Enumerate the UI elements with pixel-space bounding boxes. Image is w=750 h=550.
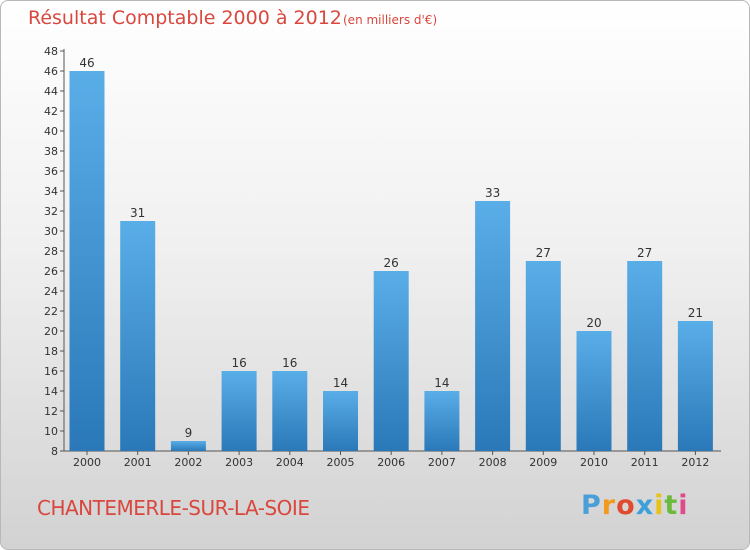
bar-2002 bbox=[170, 441, 206, 451]
data-label: 27 bbox=[536, 246, 551, 260]
data-label: 14 bbox=[434, 376, 449, 390]
x-tick-label: 2000 bbox=[73, 456, 101, 469]
bar-2009 bbox=[525, 261, 561, 451]
x-tick-label: 2005 bbox=[327, 456, 355, 469]
data-label: 33 bbox=[485, 186, 500, 200]
y-tick-label: 10 bbox=[44, 425, 58, 438]
x-tick-label: 2001 bbox=[124, 456, 152, 469]
chart-title: Résultat Comptable 2000 à 2012 bbox=[28, 7, 342, 29]
logo-letter: t bbox=[664, 490, 679, 521]
bar-2006 bbox=[373, 271, 409, 451]
y-tick-label: 38 bbox=[44, 145, 58, 158]
y-tick-label: 12 bbox=[44, 405, 58, 418]
data-label: 14 bbox=[333, 376, 348, 390]
logo-letter: r bbox=[601, 490, 617, 521]
y-tick-label: 18 bbox=[44, 345, 58, 358]
x-tick-label: 2004 bbox=[276, 456, 304, 469]
proxiti-logo: Proxiti bbox=[581, 490, 689, 521]
y-tick-label: 14 bbox=[44, 385, 58, 398]
y-tick-label: 26 bbox=[44, 265, 58, 278]
y-tick-label: 32 bbox=[44, 205, 58, 218]
bar-2001 bbox=[120, 221, 156, 451]
y-tick-label: 22 bbox=[44, 305, 58, 318]
x-tick-label: 2012 bbox=[681, 456, 709, 469]
chart-bars bbox=[69, 71, 713, 451]
y-tick-label: 30 bbox=[44, 225, 58, 238]
y-tick-label: 48 bbox=[44, 45, 58, 58]
y-tick-label: 40 bbox=[44, 125, 58, 138]
data-label: 26 bbox=[384, 256, 399, 270]
logo-letter: P bbox=[581, 490, 602, 521]
x-tick-label: 2009 bbox=[529, 456, 557, 469]
y-tick-label: 36 bbox=[44, 165, 58, 178]
y-tick-label: 44 bbox=[44, 85, 58, 98]
data-label: 9 bbox=[185, 426, 193, 440]
bar-2004 bbox=[272, 371, 308, 451]
data-label: 16 bbox=[231, 356, 246, 370]
y-tick-label: 46 bbox=[44, 65, 58, 78]
data-label: 20 bbox=[586, 316, 601, 330]
x-tick-label: 2008 bbox=[479, 456, 507, 469]
logo-letter: i bbox=[654, 490, 665, 521]
x-tick-label: 2011 bbox=[631, 456, 659, 469]
bar-2003 bbox=[221, 371, 257, 451]
bar-2007 bbox=[424, 391, 460, 451]
y-tick-label: 20 bbox=[44, 325, 58, 338]
bar-2011 bbox=[627, 261, 663, 451]
x-tick-label: 2010 bbox=[580, 456, 608, 469]
logo-letter: o bbox=[616, 490, 636, 521]
bar-2010 bbox=[576, 331, 612, 451]
data-label: 46 bbox=[79, 56, 94, 70]
data-label: 21 bbox=[688, 306, 703, 320]
bar-2008 bbox=[475, 201, 511, 451]
x-tick-label: 2002 bbox=[174, 456, 202, 469]
y-tick-label: 8 bbox=[51, 445, 58, 458]
data-label: 27 bbox=[637, 246, 652, 260]
chart-data-labels: 46 31 9 16 16 14 26 14 33 27 20 27 21 bbox=[79, 56, 703, 440]
data-label: 16 bbox=[282, 356, 297, 370]
y-tick-label: 24 bbox=[44, 285, 58, 298]
chart-subtitle: (en milliers d'€) bbox=[343, 13, 438, 27]
y-tick-label: 28 bbox=[44, 245, 58, 258]
bar-2000 bbox=[69, 71, 105, 451]
bar-2012 bbox=[677, 321, 713, 451]
x-tick-label: 2003 bbox=[225, 456, 253, 469]
commune-name: CHANTEMERLE-SUR-LA-SOIE bbox=[37, 496, 310, 520]
x-tick-label: 2007 bbox=[428, 456, 456, 469]
y-tick-label: 42 bbox=[44, 105, 58, 118]
logo-letter: x bbox=[635, 490, 655, 521]
y-tick-label: 16 bbox=[44, 365, 58, 378]
data-label: 31 bbox=[130, 206, 145, 220]
y-tick-label: 34 bbox=[44, 185, 58, 198]
x-tick-label: 2006 bbox=[377, 456, 405, 469]
logo-letter: i bbox=[678, 490, 689, 521]
bar-2005 bbox=[323, 391, 358, 451]
